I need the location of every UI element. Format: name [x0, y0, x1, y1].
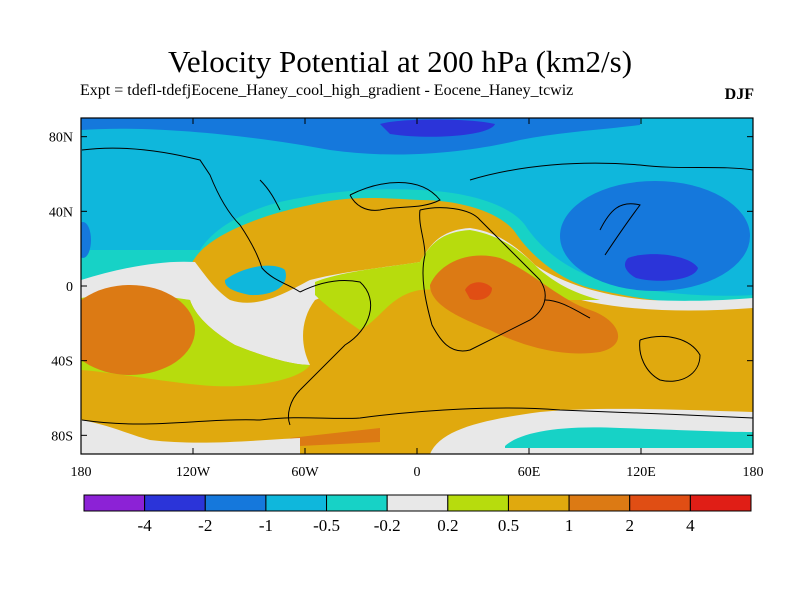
- y-tick-label: 80S: [51, 429, 73, 444]
- colorbar-label: 0.2: [437, 516, 458, 535]
- contour-band-neg-central: [224, 265, 286, 296]
- colorbar-swatch: [507, 494, 570, 512]
- colorbar-swatch: [447, 494, 509, 512]
- season-label: DJF: [724, 86, 754, 103]
- colorbar-swatch: [629, 494, 691, 512]
- colorbar-swatch: [265, 494, 328, 512]
- y-tick-label: 80N: [49, 131, 73, 146]
- colorbar-swatch: [689, 494, 752, 512]
- colorbar-swatch: [83, 494, 146, 512]
- colorbar-swatch: [568, 494, 631, 512]
- x-tick-label: 60W: [291, 465, 319, 480]
- contour-band-1-to-2-africa: [430, 255, 619, 354]
- experiment-subtitle: Expt = tdefl-tdefjEocene_Haney_cool_high…: [80, 82, 574, 99]
- x-axis: 180 120W 60W 0 60E 120E 180: [71, 118, 764, 480]
- colorbar-label: 4: [686, 516, 695, 535]
- colorbar-label: -2: [198, 516, 212, 535]
- colorbar-swatch: [326, 494, 388, 512]
- contour-band-2-to-4: [465, 282, 492, 300]
- coastlines: [81, 147, 753, 426]
- x-tick-label: 0: [414, 465, 421, 480]
- x-tick-label: 120W: [176, 465, 211, 480]
- x-tick-label: 180: [743, 465, 764, 480]
- contour-band-neutral: [81, 228, 753, 365]
- colorbar: -4 -2 -1 -0.5 -0.2 0.2 0.5 1 2 4: [83, 494, 752, 535]
- contour-band-neg-1-to-2-pacific: [560, 181, 750, 291]
- contour-band-neg-1-to-2-west-edge: [81, 222, 91, 258]
- contour-band-1-to-2-pacific: [81, 285, 195, 375]
- colorbar-label: -0.5: [313, 516, 340, 535]
- colorbar-swatch: [204, 494, 267, 512]
- x-tick-label: 180: [71, 465, 92, 480]
- x-tick-label: 60E: [518, 465, 541, 480]
- colorbar-label: 0.5: [498, 516, 519, 535]
- map-title: Velocity Potential at 200 hPa (km2/s): [167, 44, 633, 79]
- colorbar-swatch: [386, 494, 449, 512]
- colorbar-swatch: [144, 494, 206, 512]
- colorbar-label: -0.2: [374, 516, 401, 535]
- colorbar-label: -1: [259, 516, 273, 535]
- y-tick-label: 0: [66, 280, 73, 295]
- contour-band-antarctic-neutral: [81, 420, 300, 454]
- colorbar-label: -4: [138, 516, 153, 535]
- colorbar-label: 1: [565, 516, 574, 535]
- y-tick-label: 40S: [51, 355, 73, 370]
- y-axis: 80N 40N 0 40S 80S: [49, 131, 753, 444]
- contour-band-neg-2-to-4-pacific: [624, 254, 698, 281]
- x-tick-label: 120E: [626, 465, 656, 480]
- colorbar-label: 2: [625, 516, 634, 535]
- contour-field: [81, 118, 753, 454]
- contour-band-neg-2-to-4-north: [380, 119, 495, 137]
- y-tick-label: 40N: [49, 205, 73, 220]
- contour-band-antarctic-neg: [505, 427, 753, 448]
- contour-band-neg-1-to-2-north: [81, 118, 640, 155]
- contour-band-1-to-2-south: [290, 428, 380, 446]
